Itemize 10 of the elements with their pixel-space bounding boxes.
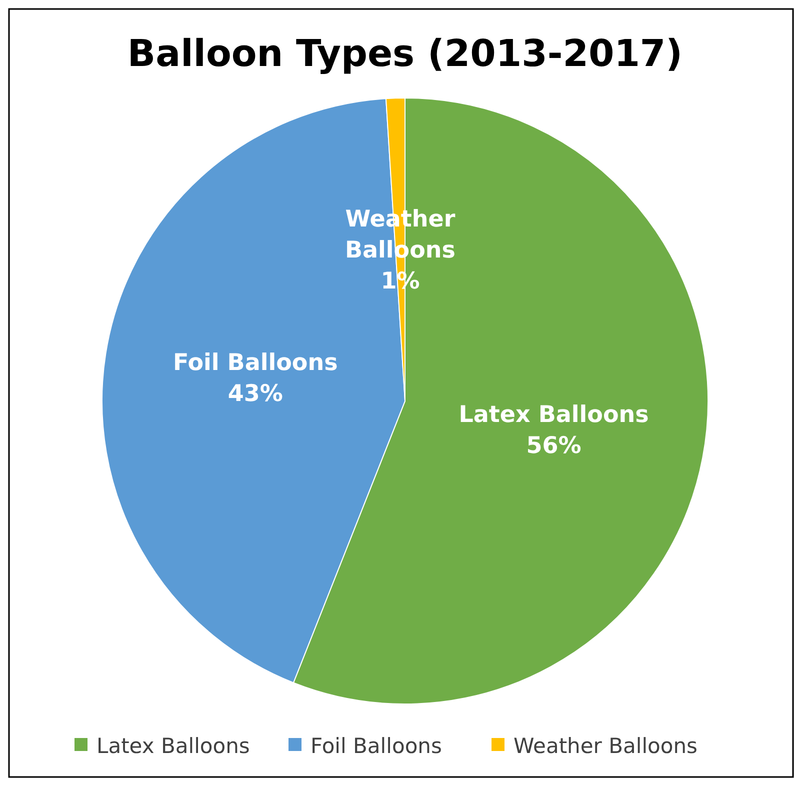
chart-title: Balloon Types (2013-2017): [127, 32, 683, 75]
slice-label: Latex Balloons: [458, 402, 649, 428]
legend-label: Foil Balloons: [310, 734, 442, 758]
data-label: 1%: [380, 268, 420, 295]
slice-label: Foil Balloons: [172, 350, 338, 376]
legend-label: Weather Balloons: [514, 734, 698, 758]
data-label: 43%: [228, 380, 283, 407]
data-label: 56%: [526, 432, 582, 459]
legend-label: Latex Balloons: [96, 734, 250, 758]
slice-label: Weather Balloons: [344, 206, 456, 264]
